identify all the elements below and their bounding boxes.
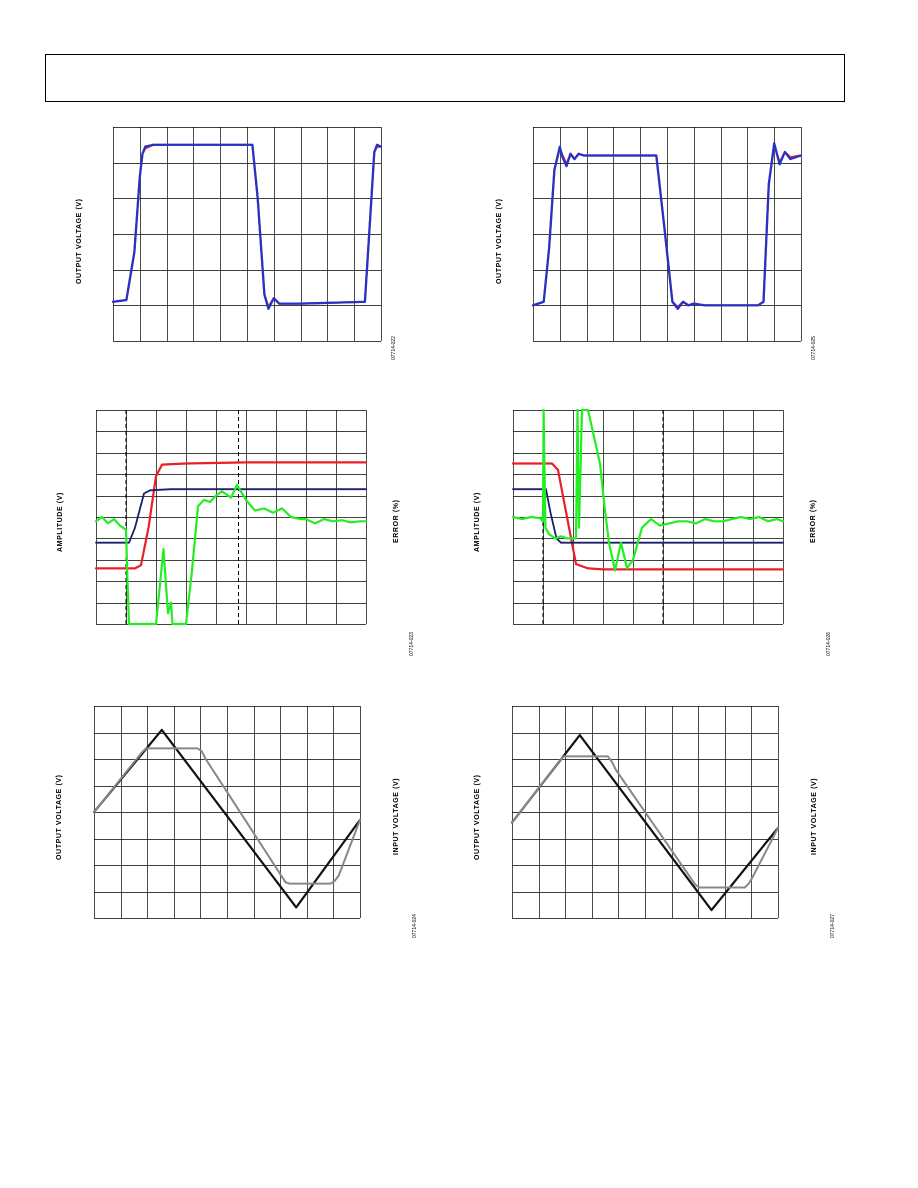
chart-svg-3: [511, 408, 785, 625]
series-line-red: [531, 143, 803, 309]
series-line-red: [111, 143, 383, 309]
series-line-blue: [111, 143, 383, 310]
series-line-red: [511, 462, 785, 571]
figure-id: 07714-025: [811, 336, 817, 360]
chart-svg-0: [111, 127, 383, 342]
y2-axis-label: INPUT VOLTAGE (V): [811, 777, 818, 855]
series-line-navy: [512, 488, 784, 544]
plot-step-response-left: [111, 127, 383, 342]
page-header-box: [45, 54, 845, 102]
series-line-blue: [531, 142, 803, 310]
figure-id: 07714-027: [830, 914, 836, 938]
plot-overdrive-right: [510, 706, 780, 919]
y-axis-label: OUTPUT VOLTAGE (V): [76, 198, 83, 284]
series-line-gray: [93, 747, 361, 885]
y-axis-label: AMPLITUDE (V): [57, 492, 64, 552]
y2-axis-label: ERROR (%): [810, 499, 817, 543]
chart-svg-1: [531, 127, 803, 342]
y2-axis-label: INPUT VOLTAGE (V): [393, 777, 400, 855]
chart-svg-2: [94, 410, 368, 626]
figure-id: 07714-026: [826, 632, 832, 656]
figure-id: 07714-022: [391, 336, 397, 360]
y-axis-label: OUTPUT VOLTAGE (V): [474, 774, 481, 860]
plot-overdrive-left: [92, 706, 362, 919]
plot-step-response-right: [531, 127, 803, 342]
chart-svg-5: [510, 706, 780, 919]
plot-settling-left: [94, 410, 368, 626]
plot-settling-right: [511, 408, 785, 625]
series-line-red: [94, 461, 368, 570]
series-line-navy: [95, 488, 367, 544]
series-line-black: [510, 734, 780, 912]
y-axis-label: OUTPUT VOLTAGE (V): [56, 774, 63, 860]
series-line-gray: [511, 755, 779, 889]
figure-id: 07714-023: [409, 632, 415, 656]
series-line-green: [94, 483, 368, 626]
y2-axis-label: ERROR (%): [393, 499, 400, 543]
figure-id: 07714-024: [412, 914, 418, 938]
series-line-black: [92, 728, 362, 909]
y-axis-label: OUTPUT VOLTAGE (V): [496, 198, 503, 284]
series-line-green: [511, 408, 785, 572]
chart-svg-4: [92, 706, 362, 919]
y-axis-label: AMPLITUDE (V): [474, 492, 481, 552]
